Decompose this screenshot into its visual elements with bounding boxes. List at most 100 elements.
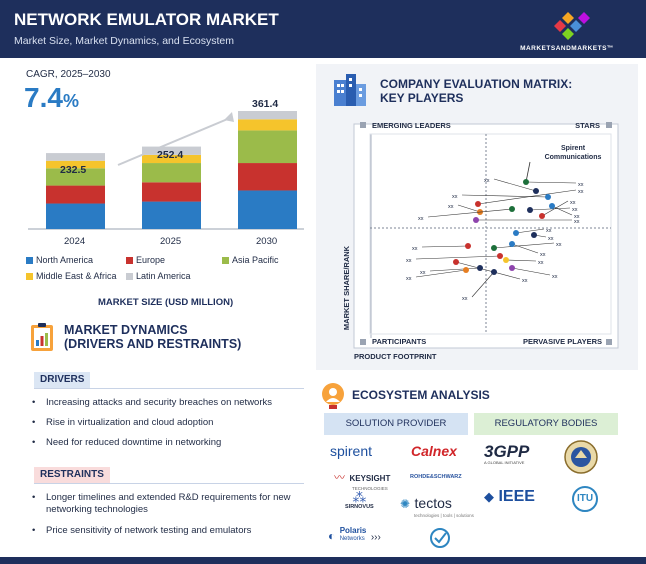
bar-segment-2025-1 [142,182,201,202]
cagr-label: CAGR, 2025–2030 [26,69,111,80]
company-point [477,265,483,271]
restraints-tag: RESTRAINTS [34,467,110,483]
x-tick-2025: 2025 [160,236,182,247]
company-point [475,201,481,207]
company-leader-line [511,267,551,276]
total-label-2030: 361.4 [252,98,279,110]
company-placeholder-label: xx [406,276,412,282]
sirnovus-logo: ⁂ SIRNOVUS [345,489,374,510]
company-placeholder-label: xx [406,258,412,264]
bar-segment-2025-4 [142,146,201,155]
bar-segment-2024-0 [46,203,105,229]
clipboard-chart-icon [31,323,53,351]
quadrant-label-emerging-leaders: EMERGING LEADERS [372,121,451,130]
quadrant-label-pervasive-players: PERVASIVE PLAYERS [523,337,602,346]
company-leader-line [505,259,537,262]
company-point [491,269,497,275]
bar-segment-2025-3 [142,154,201,164]
matrix-inner [369,133,612,335]
bar-segment-2030-3 [238,119,297,131]
polaris-arrows-icon: ››› [370,532,381,543]
evaluation-matrix: EMERGING LEADERS STARS PARTICIPANTS PERVASI… [342,121,619,361]
keysight-wave-icon: 〰 [334,472,345,484]
legend-asia-pacific: Asia Pacific [222,255,279,265]
market-size-axis-label: MARKET SIZE (USD MILLION) [98,297,234,308]
company-leader-line [455,261,521,280]
company-placeholder-label: xx [574,214,580,220]
participants-icon [360,339,366,345]
legend-north-america: North America [26,255,93,265]
company-leader-line [529,207,571,211]
bar-segment-2030-2 [238,130,297,164]
company-leader-line [427,208,513,218]
company-placeholder-label: xx [570,200,576,206]
restraint-item: Longer timelines and extended R&D requir… [32,492,302,516]
globe-check-icon [430,528,450,548]
company-leader-line [415,269,467,278]
company-point [509,241,515,247]
company-leader-line [525,181,577,184]
legend-europe: Europe [126,255,165,265]
tab-regulatory-bodies: REGULATORY BODIES [474,413,618,435]
ecosystem-icon [322,383,344,409]
company-leader-line [541,200,569,217]
market-size-chart [28,111,304,230]
marketsandmarkets-logo: MARKETSANDMARKETS™ [512,8,622,52]
company-leader-line [551,205,573,216]
spirent-logo: spirent [330,443,373,459]
highlight-company-line1: Spirent [561,145,586,152]
sirnovus-mark-icon: ⁂ [352,489,367,505]
company-placeholder-label: xx [572,207,578,213]
company-placeholder-label: xx [412,246,418,252]
logo-text: MARKETSANDMARKETS™ [520,45,614,52]
calnex-logo: Calnex [411,443,457,459]
company-placeholder-label: xx [462,296,468,302]
company-point [509,206,515,212]
company-point [513,230,519,236]
company-placeholder-label: xx [448,204,454,210]
company-placeholder-label: xx [452,194,458,200]
market-dynamics-title: MARKET DYNAMICS (DRIVERS AND RESTRAINTS) [64,323,242,351]
buildings-icon [334,74,366,106]
ieee-diamond-icon: ◆ [484,489,494,504]
logo-mark-icon [554,12,590,40]
company-point [545,194,551,200]
legend-latin-america: Latin America [126,271,191,281]
company-leader-line [493,242,555,249]
driver-item: Increasing attacks and security breaches… [32,397,312,409]
matrix-title: COMPANY EVALUATION MATRIX: KEY PLAYERS [380,77,573,105]
footer-bar [0,557,646,564]
matrix-x-axis-label: PRODUCT FOOTPRINT [354,352,437,361]
bar-segment-2025-0 [142,201,201,229]
company-point [539,213,545,219]
company-placeholder-label: xx [484,178,490,184]
page-subtitle: Market Size, Market Dynamics, and Ecosys… [14,35,234,47]
growth-arrow [117,117,231,166]
matrix-y-axis-label: MARKET SHARE/RANK [342,245,351,330]
bar-segment-2024-1 [46,185,105,204]
restraints-divider [34,483,304,484]
company-leader-line [421,245,469,248]
regulatory-seal-icon [564,440,598,474]
company-leader-line [461,194,549,198]
quadrant-label-participants: PARTICIPANTS [372,337,426,346]
company-placeholder-label: xx [548,236,554,242]
company-point [503,257,509,263]
company-leader-line [515,228,545,234]
bar-segment-2030-1 [238,163,297,191]
tectos-logo: ✺ tectos technologies | tools | solution… [400,495,474,518]
stars-icon [606,122,612,128]
keysight-logo: 〰 KEYSIGHT TECHNOLOGIES [334,472,391,491]
company-point [491,245,497,251]
company-placeholder-label: xx [556,242,562,248]
company-point [465,243,471,249]
driver-item: Rise in virtualization and cloud adoptio… [32,417,312,429]
3gpp-logo: 3GPP A GLOBAL INITIATIVE [484,442,530,465]
bar-segment-2030-0 [238,190,297,229]
company-placeholder-label: xx [546,228,552,234]
x-tick-2030: 2030 [256,236,278,247]
company-leader-line [457,204,481,213]
itu-logo: ITU [570,486,600,512]
company-leader-line [471,271,495,298]
driver-item: Need for reduced downtime in networking [32,437,312,449]
